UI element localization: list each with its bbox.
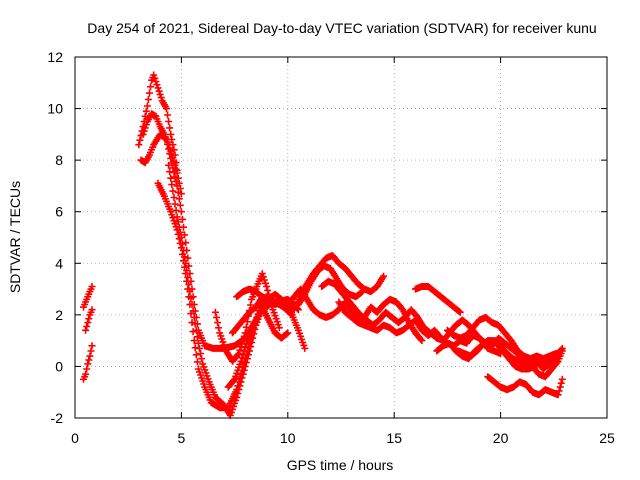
- y-tick-label: 8: [55, 152, 63, 168]
- series-track-4: [135, 71, 181, 174]
- series-track-9: [211, 270, 283, 365]
- data-marks-track-19: [484, 373, 566, 399]
- y-axis-label: SDTVAR / TECUs: [7, 181, 23, 293]
- y-tick-label: 4: [55, 255, 63, 271]
- plot-frame: [74, 56, 608, 419]
- series-track-3: [80, 342, 96, 383]
- data-marks-track-3: [80, 342, 96, 383]
- x-axis-label: GPS time / hours: [287, 457, 394, 473]
- x-tick-label: 5: [178, 430, 186, 446]
- data-marks-track-9: [211, 270, 283, 365]
- y-tick-label: 0: [55, 358, 63, 374]
- x-tick-label: 10: [280, 430, 296, 446]
- data-marks-track-2: [82, 306, 96, 334]
- chart-title: Day 254 of 2021, Sidereal Day-to-day VTE…: [87, 20, 596, 36]
- y-tick-label: 2: [55, 307, 63, 323]
- y-tick-label: 10: [47, 101, 63, 117]
- data-marks-track-18: [454, 337, 564, 373]
- series-track-1: [80, 283, 96, 311]
- y-tick-label: 6: [55, 204, 63, 220]
- data-marks-track-4: [135, 71, 181, 174]
- series-track-19: [484, 373, 566, 399]
- data-marks-track-1: [80, 283, 96, 311]
- series-track-2: [82, 306, 96, 334]
- x-tick-label: 25: [599, 430, 615, 446]
- data-marks-track-15: [412, 283, 464, 316]
- y-tick-label: -2: [51, 410, 64, 426]
- series-track-18: [454, 337, 564, 373]
- series-track-15: [412, 283, 464, 316]
- y-tick-label: 12: [47, 49, 63, 65]
- series-layer: [80, 71, 566, 419]
- x-tick-label: 20: [493, 430, 509, 446]
- x-tick-label: 0: [71, 430, 79, 446]
- x-tick-label: 15: [386, 430, 402, 446]
